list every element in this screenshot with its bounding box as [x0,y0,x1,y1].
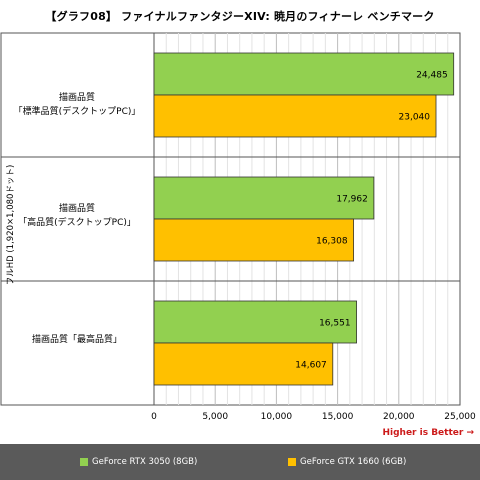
category-label-line1: 描画品質「最高品質」 [31,335,122,345]
bar-gtx1660 [153,342,334,386]
x-tick-label: 0 [151,412,157,422]
y-axis-label: フルHD (1,920×1,080ドット) [6,164,16,286]
bar-value-label: 14,607 [295,361,327,371]
bar-value-label: 16,308 [316,237,348,247]
bar-rtx3050 [153,176,375,220]
category-label-standard: 描画品質 「標準品質(デスクトップPC)」 [4,91,150,119]
chart-title: 【グラフ08】 ファイナルファンタジーXIV: 暁月のフィナーレ ベンチマーク [45,10,435,23]
bar-value-label: 17,962 [336,195,368,205]
legend-label-rtx3050: GeForce RTX 3050 (8GB) [92,457,198,467]
bar-value-label: 23,040 [399,113,431,123]
bar-value-label: 16,551 [319,319,351,329]
y-axis-label-wrap: フルHD (1,920×1,080ドット) [2,150,18,300]
bar-value-label: 24,485 [416,71,448,81]
category-label-line2: 「標準品質(デスクトップPC)」 [13,107,141,117]
category-label-line1: 描画品質 [58,204,95,214]
legend-bar [0,444,480,480]
bar-chart: 24,485 23,040 17,962 16,308 16,551 14,607 0 5,0… [0,32,476,422]
legend-swatch-gtx1660 [288,458,296,466]
bar-rtx3050 [153,300,357,344]
x-tick-label: 15,000 [322,412,354,422]
bar-gtx1660 [153,218,355,262]
legend-swatch-rtx3050 [80,458,88,466]
x-tick-label: 25,000 [444,412,476,422]
legend-label-gtx1660: GeForce GTX 1660 (6GB) [300,457,407,467]
legend-item-gtx1660: GeForce GTX 1660 (6GB) [288,457,406,467]
category-label-high: 描画品質 「高品質(デスクトップPC)」 [4,202,150,230]
x-tick-label: 5,000 [202,412,228,422]
bar-gtx1660 [153,94,437,138]
x-tick-label: 10,000 [261,412,293,422]
x-tick-label: 20,000 [383,412,415,422]
category-label-highest: 描画品質「最高品質」 [4,333,150,347]
higher-is-better-note: Higher is Better → [382,428,474,438]
category-label-line2: 「高品質(デスクトップPC)」 [18,218,136,228]
category-label-line1: 描画品質 [58,93,95,103]
legend-item-rtx3050: GeForce RTX 3050 (8GB) [80,457,197,467]
bar-rtx3050 [153,52,455,96]
